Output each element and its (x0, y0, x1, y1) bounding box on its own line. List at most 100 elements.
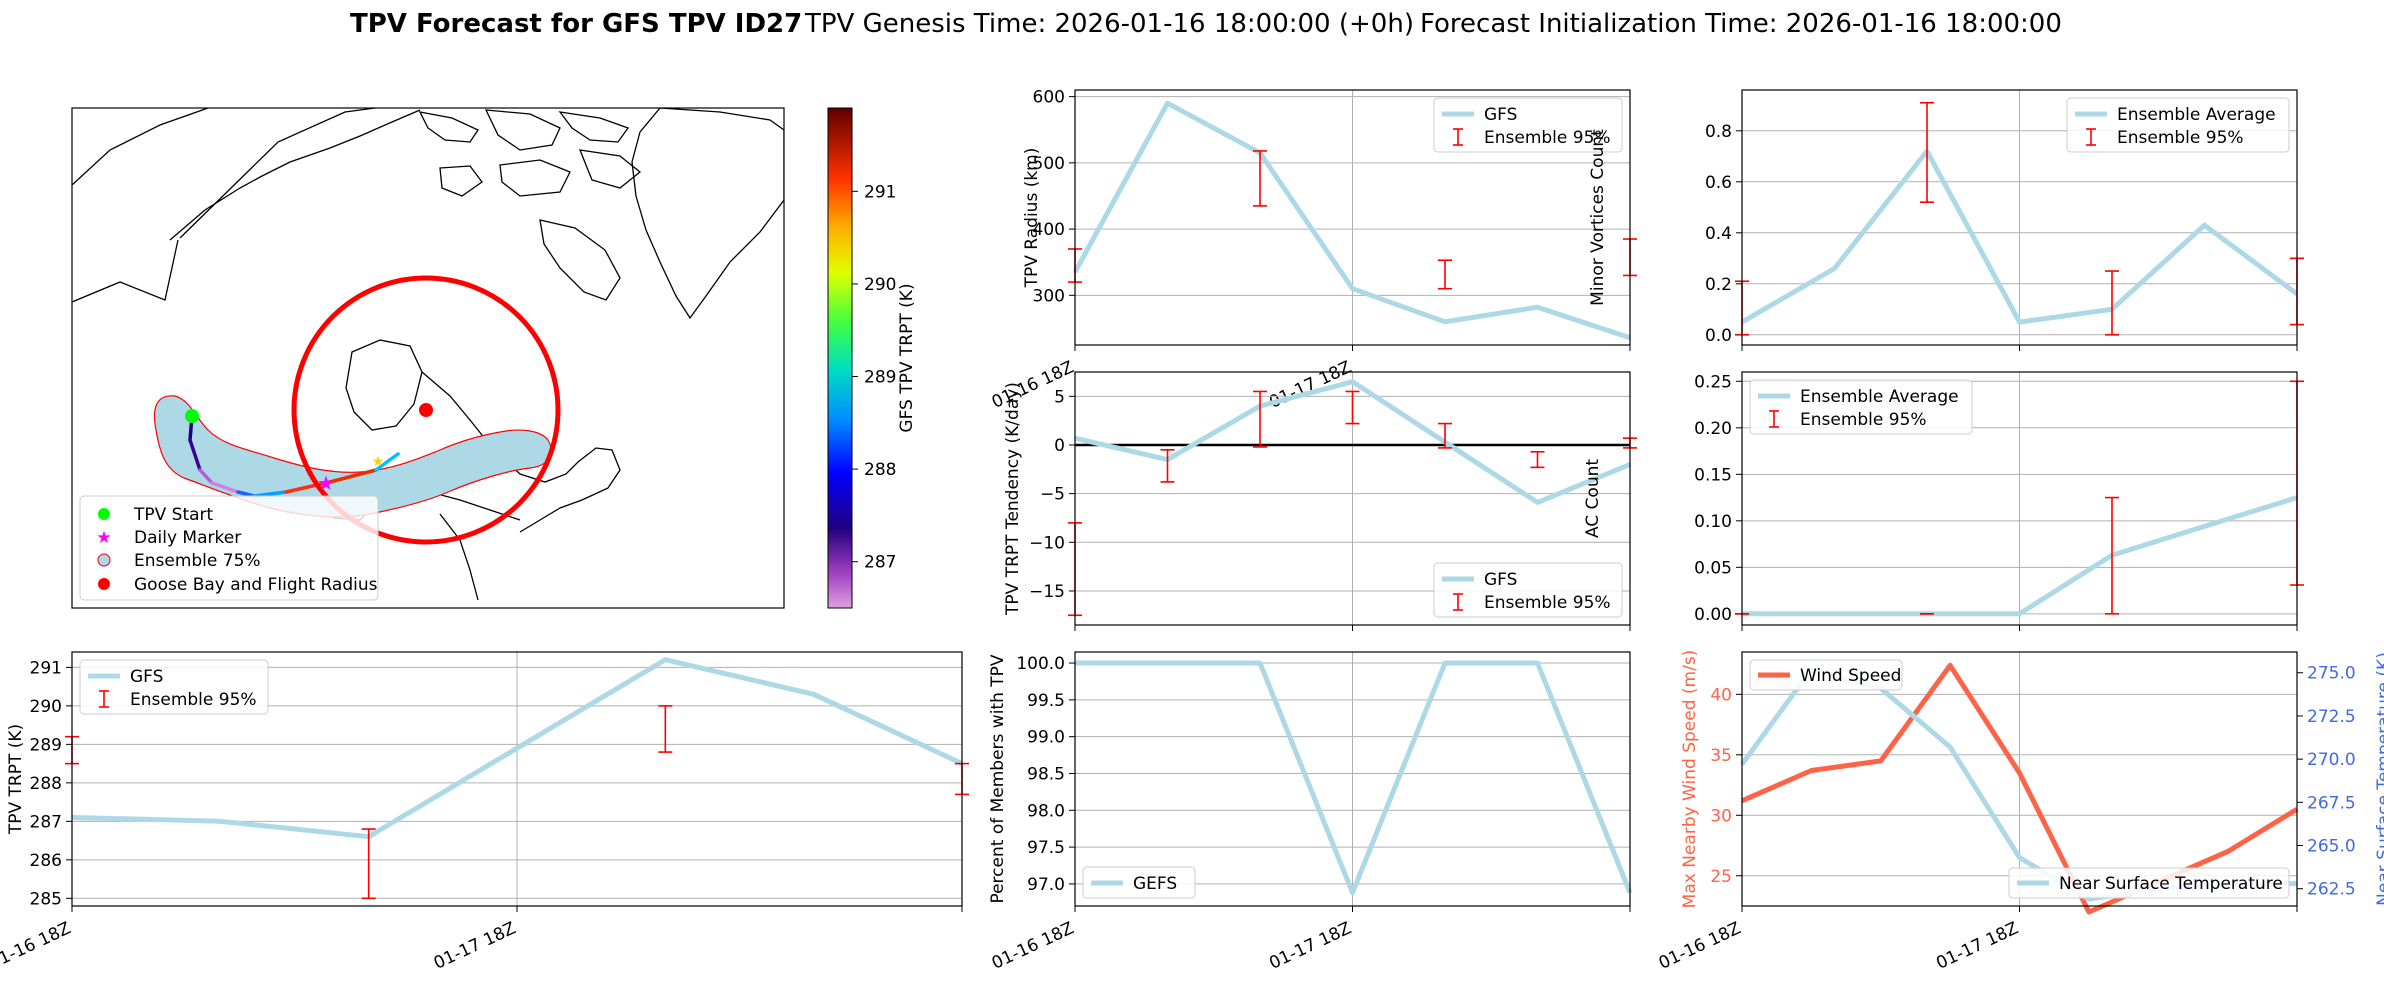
legend-ensemble-75-icon (97, 553, 111, 567)
plot-frame (1741, 89, 2298, 346)
legend-temp: Near Surface Temperature (2008, 867, 2290, 899)
y-right-tick-label: 267.5 (2307, 793, 2356, 813)
legend: Ensemble Average Ensemble 95% (1749, 379, 1973, 435)
errorbar (658, 705, 673, 753)
y-tick-label: 98.5 (1027, 764, 1065, 784)
errorbar (1920, 101, 1934, 203)
y-tick-label: 99.5 (1027, 691, 1065, 711)
map-border-northwest (179, 108, 376, 239)
y-axis-label: Minor Vortices Count (1588, 129, 1608, 306)
series-line-gefs (1075, 660, 1633, 896)
legend-label: Ensemble Average (2117, 105, 2276, 125)
legend-daily-marker-icon: ★ (96, 528, 111, 548)
y-tick-label: 288 (30, 774, 62, 794)
plot-frame (1074, 651, 1631, 907)
y-tick-label: 5 (1054, 387, 1065, 407)
goose-bay-marker (419, 403, 433, 417)
map-greenland (631, 108, 784, 320)
series-line-ensemble-average (1742, 495, 2298, 617)
map-hudson-bay (345, 339, 423, 431)
colorbar-gradient (827, 107, 853, 609)
errorbar (1160, 449, 1175, 483)
y-tick-label: 99.0 (1027, 728, 1065, 748)
legend-label: GEFS (1133, 874, 1177, 894)
track-seg-5 (236, 490, 256, 498)
errorbar (2105, 270, 2119, 336)
legend-wind: Wind Speed (1749, 659, 1903, 691)
map-border-arctic-coast (169, 109, 421, 241)
map-east-coast (439, 513, 479, 601)
errorbar (361, 828, 376, 900)
map-border-west (72, 239, 179, 303)
y-tick-label: 290 (30, 697, 62, 717)
legend-box (79, 659, 269, 715)
legend-box (1082, 866, 1196, 899)
y-tick-label: 0.00 (1694, 605, 1732, 625)
map-island-5 (578, 149, 642, 189)
figure-title: TPV Forecast for GFS TPV ID27 TPV Genesi… (350, 9, 2062, 39)
y-right-tick-label: 272.5 (2307, 707, 2356, 727)
track-seg-6 (252, 490, 288, 498)
map-island-4 (499, 159, 571, 197)
y-tick-label: 0.8 (1705, 122, 1732, 142)
map-labrador-coast (421, 371, 621, 533)
y-tick-label: 285 (30, 889, 62, 909)
map-frame (71, 107, 785, 609)
map-legend: TPV Start ★ Daily Marker Ensemble 75% Go… (79, 495, 379, 601)
legend-tpv-start-icon (98, 508, 110, 520)
map-baffin (539, 219, 621, 301)
y-tick-label: 500 (1033, 154, 1065, 174)
y-tick-label: 97.0 (1027, 875, 1065, 895)
legend-ensemble-75: Ensemble 75% (134, 551, 261, 571)
map-border-alaska (72, 108, 209, 186)
plot-frame (1074, 371, 1631, 626)
track-seg-9 (374, 452, 400, 472)
errorbar (2105, 496, 2119, 615)
title-init: Forecast Initialization Time: 2026-01-16… (1420, 9, 2062, 39)
legend-label: GFS (1484, 570, 1517, 590)
colorbar: 287 288 289 290 291 GFS TPV TRPT (K) (827, 107, 917, 609)
colorbar-tick-label: 291 (864, 182, 896, 202)
track-seg-7 (284, 480, 332, 494)
y-tick-label: 35 (1710, 746, 1732, 766)
legend-box (1433, 562, 1623, 618)
y-tick-label: 98.0 (1027, 801, 1065, 821)
legend-tpv-start: TPV Start (133, 505, 214, 525)
series-line-gfs (71, 657, 964, 840)
y-tick-label: 0.05 (1694, 558, 1732, 578)
chart-ac: 0.00 0.05 0.10 0.15 0.20 0.25 AC Count Ensemble… (1583, 371, 2304, 631)
legend-daily-marker: Daily Marker (134, 528, 241, 548)
legend-box (1433, 97, 1623, 153)
daily-marker-star: ★ (317, 471, 335, 495)
y-tick-label: 300 (1033, 286, 1065, 306)
title-genesis: TPV Genesis Time: 2026-01-16 18:00:00 (+… (804, 9, 1414, 39)
chart-trpt: 285 286 287 288 289 290 291 01-16 18Z 01-17 18Z T… (0, 651, 969, 974)
plot-frame (1741, 651, 2298, 907)
x-tick-label: 01-16 18Z (989, 918, 1077, 973)
legend-box (1749, 659, 1903, 691)
legend-goose-bay-icon (98, 578, 110, 590)
y-tick-label: 0.0 (1705, 326, 1732, 346)
y-axis-label: TPV Radius (km) (1022, 148, 1042, 289)
legend: GFS Ensemble 95% (1433, 97, 1623, 153)
legend-label: Ensemble 95% (1484, 128, 1611, 148)
colorbar-ticks: 287 288 289 290 291 (852, 182, 896, 573)
colorbar-tick-label: 287 (864, 553, 896, 573)
plot-frame (71, 651, 963, 907)
y-tick-label: 30 (1710, 806, 1732, 826)
legend-label: Ensemble Average (1800, 387, 1959, 407)
y-tick-label: 286 (30, 851, 62, 871)
colorbar-tick-label: 289 (864, 368, 896, 388)
series-line-gfs (1072, 100, 1631, 341)
y-tick-label: 0.10 (1694, 512, 1732, 532)
tpv-start-marker (185, 409, 199, 423)
y-tick-label: 0 (1054, 436, 1065, 456)
y-tick-label: 97.5 (1027, 838, 1065, 858)
legend-label: GFS (1484, 105, 1517, 125)
ensemble-75-region (153, 395, 552, 518)
legend-box (2066, 97, 2290, 153)
legend-label: Ensemble 95% (1484, 593, 1611, 613)
y-tick-label: 287 (30, 812, 62, 832)
y-tick-label: 0.2 (1705, 275, 1732, 295)
